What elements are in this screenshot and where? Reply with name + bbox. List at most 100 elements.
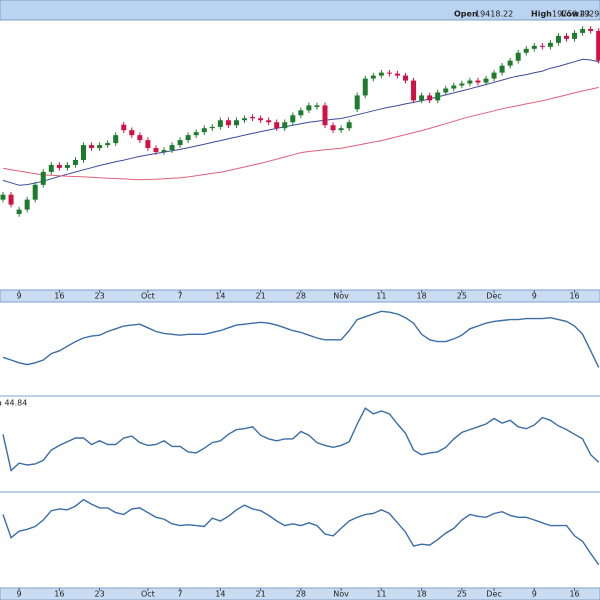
candle-body (233, 120, 239, 126)
candle-body (24, 199, 30, 210)
x-tick-label: Dec (486, 590, 501, 599)
x-tick-label: 9 (532, 590, 537, 599)
x-tick-label: 7 (178, 590, 183, 599)
candle-body (555, 35, 561, 43)
candle-body (338, 128, 344, 131)
candle-body (137, 135, 143, 141)
candle-body (475, 80, 481, 83)
x-tick-label: 9 (17, 292, 22, 301)
candle-body (129, 130, 135, 136)
candle-body (48, 164, 54, 172)
candle-body (354, 95, 360, 110)
candle-body (64, 164, 70, 168)
x-tick-label: 28 (296, 590, 306, 599)
x-tick-label: Nov (333, 292, 349, 301)
candle-body (588, 28, 594, 31)
candle-body (105, 143, 111, 146)
candle-body (386, 72, 392, 74)
x-tick-label: 28 (296, 292, 306, 301)
candle-body (193, 132, 199, 136)
candle-body (258, 118, 264, 121)
candle-body (121, 124, 127, 131)
candle-body (40, 171, 46, 185)
candle-body (201, 128, 207, 133)
candle-body (427, 95, 433, 101)
candle-body (217, 120, 223, 127)
x-tick-label: 14 (215, 292, 225, 301)
candle-body (290, 115, 296, 123)
indicator-line (2, 310, 600, 368)
date-band (0, 289, 600, 303)
candle-body (499, 65, 505, 73)
candle-body (322, 105, 328, 126)
x-tick-label: 25 (457, 590, 467, 599)
x-tick-label: Dec (486, 292, 501, 301)
x-tick-label: 21 (256, 590, 266, 599)
candle-body (411, 80, 417, 101)
candle-body (89, 145, 95, 149)
x-tick-label: 23 (95, 292, 105, 301)
date-band (0, 587, 600, 600)
candle-body (242, 118, 247, 121)
candle-body (282, 122, 288, 129)
candle-body (596, 30, 600, 61)
candle-body (515, 52, 521, 61)
candle-body (314, 105, 320, 108)
candle-body (459, 83, 465, 86)
summary-label: High (531, 10, 552, 19)
indicator-line (2, 498, 600, 566)
candle-body (56, 164, 62, 168)
candle-body (330, 125, 336, 131)
candle-body (547, 42, 553, 47)
summary-label: Open (454, 10, 478, 19)
candle-body (153, 148, 159, 153)
candle-body (451, 85, 457, 89)
x-tick-label: 9 (532, 292, 537, 301)
candle-body (169, 145, 175, 151)
candle-body (177, 140, 183, 146)
x-tick-label: 16 (569, 292, 579, 301)
x-tick-label: 16 (54, 590, 64, 599)
candle-body (394, 73, 400, 76)
candle-body (97, 145, 103, 149)
moving-average (2, 58, 599, 186)
candle-body (274, 122, 280, 129)
summary-value: 19759.43 (552, 10, 590, 19)
candle-body (572, 32, 578, 39)
summary-value: 19294 (579, 10, 600, 19)
candle-body (403, 75, 408, 81)
candle-body (306, 105, 312, 111)
candle-body (523, 48, 529, 53)
candle-body (507, 60, 513, 66)
candle-body (185, 135, 191, 141)
candle-body (443, 88, 449, 93)
candle-body (72, 159, 78, 165)
candle-body (564, 35, 569, 39)
candle-body (483, 78, 489, 83)
candle-body (467, 80, 473, 84)
x-tick-label: 18 (417, 590, 427, 599)
candle-body (266, 120, 272, 123)
candle-body (539, 45, 545, 47)
candle-body (491, 72, 497, 79)
candle-body (145, 140, 151, 149)
candle-body (161, 150, 167, 153)
x-tick-label: 14 (215, 590, 225, 599)
candle-body (225, 120, 231, 126)
x-tick-label: 21 (256, 292, 266, 301)
x-tick-label: 16 (54, 292, 64, 301)
candle-body (531, 45, 537, 49)
x-tick-label: 11 (376, 590, 386, 599)
candle-body (209, 126, 215, 129)
x-tick-label: 16 (569, 590, 579, 599)
summary-label: Low (561, 10, 580, 19)
x-tick-label: Nov (333, 590, 349, 599)
x-tick-label: Oct (141, 590, 155, 599)
candle-body (0, 194, 6, 200)
x-tick-label: 25 (457, 292, 467, 301)
candle-body (8, 194, 14, 205)
candle-body (32, 184, 38, 200)
moving-average (2, 86, 599, 181)
candle-body (298, 110, 304, 116)
